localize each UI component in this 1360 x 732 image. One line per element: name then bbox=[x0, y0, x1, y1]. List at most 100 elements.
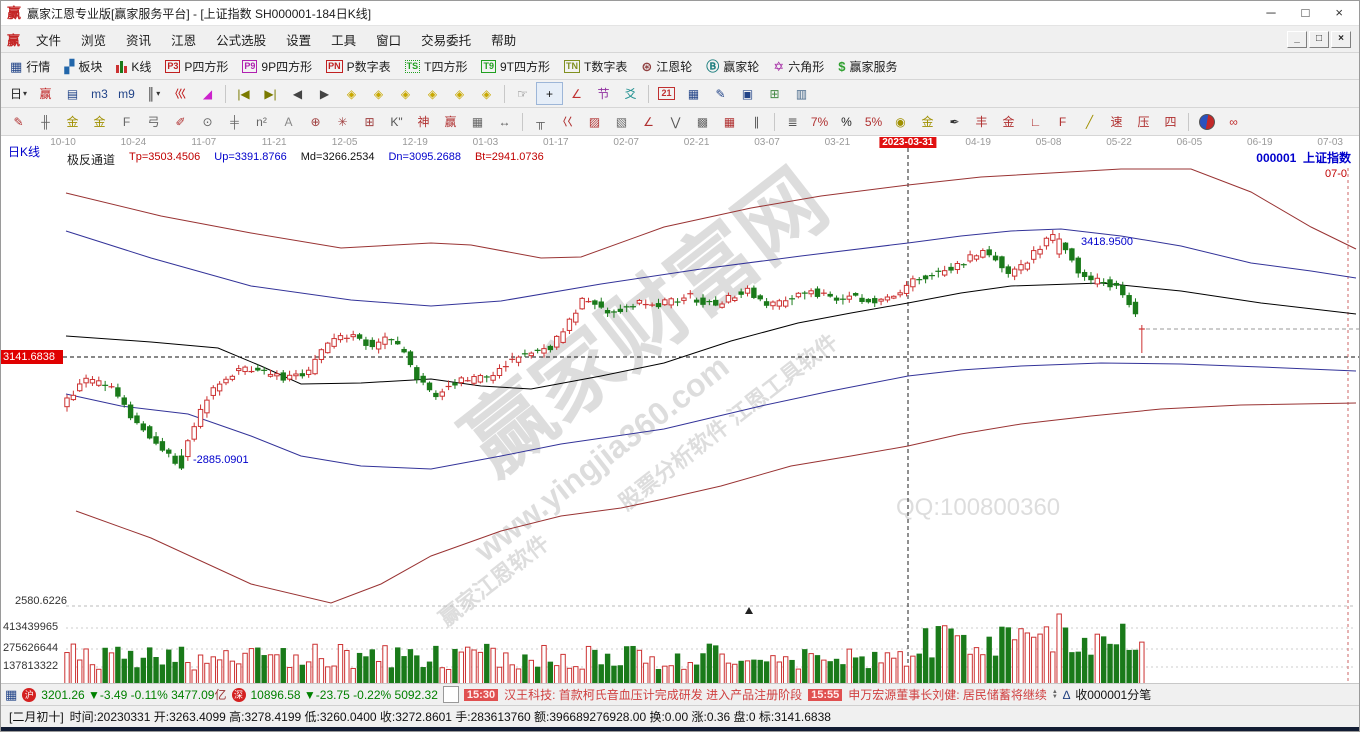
mdi-close-button[interactable]: × bbox=[1331, 30, 1351, 48]
menu-item-公式选股[interactable]: 公式选股 bbox=[216, 33, 267, 48]
balance-line-icon[interactable]: 丰 bbox=[968, 110, 995, 133]
wave-tool-icon[interactable]: 爻 bbox=[617, 82, 644, 105]
pen-tool-icon[interactable]: ✎ bbox=[5, 110, 32, 133]
pressure-line-icon[interactable]: 压 bbox=[1130, 110, 1157, 133]
pan-left-icon[interactable]: ◈ bbox=[338, 82, 365, 105]
memo-icon[interactable]: ✎ bbox=[707, 82, 734, 105]
red-brush-icon[interactable]: ✐ bbox=[167, 110, 194, 133]
last-page-icon[interactable]: ▶| bbox=[257, 82, 284, 105]
toolbar-winner-service-button[interactable]: $ 赢家服务 bbox=[833, 56, 904, 77]
sz-market-icon[interactable]: 深 bbox=[231, 687, 246, 702]
k-quote-icon[interactable]: K" bbox=[383, 110, 410, 133]
ruler-grid-icon[interactable]: ╪ bbox=[221, 110, 248, 133]
menu-item-江恩[interactable]: 江恩 bbox=[171, 33, 197, 48]
multi-chart-9-icon[interactable]: m9 bbox=[113, 82, 140, 105]
ray-angles-icon[interactable]: ∠ bbox=[635, 110, 662, 133]
gold-section-line-icon[interactable]: 金 bbox=[914, 110, 941, 133]
toolbar-gann-wheel-button[interactable]: ⊛ 江恩轮 bbox=[636, 56, 699, 77]
four-part-icon[interactable]: 四 bbox=[1157, 110, 1184, 133]
speed-resist-icon[interactable]: 速 bbox=[1103, 110, 1130, 133]
toolbar-hexagon-button[interactable]: ✡ 六角形 bbox=[768, 56, 831, 77]
sz-index-quote[interactable]: 10896.58 ▼-23.75 -0.22% 5092.32 bbox=[251, 688, 438, 702]
multi-chart-3-icon[interactable]: m3 bbox=[86, 82, 113, 105]
menu-item-帮助[interactable]: 帮助 bbox=[491, 33, 517, 48]
trend-histogram-icon[interactable]: ◢ bbox=[194, 82, 221, 105]
menu-item-窗口[interactable]: 窗口 bbox=[376, 33, 402, 48]
menu-item-工具[interactable]: 工具 bbox=[331, 33, 357, 48]
first-page-icon[interactable]: |◀ bbox=[230, 82, 257, 105]
f-grid-icon[interactable]: F bbox=[113, 110, 140, 133]
toolbar-p-number-table-button[interactable]: PN P数字表 bbox=[321, 56, 398, 77]
chart-canvas[interactable] bbox=[1, 136, 1359, 683]
close-button[interactable]: × bbox=[1335, 5, 1343, 20]
angle-measure-icon[interactable]: ∠ bbox=[563, 82, 590, 105]
pan-right-icon[interactable]: ◈ bbox=[365, 82, 392, 105]
taiji-icon[interactable] bbox=[1193, 110, 1220, 133]
hatch-box-b-icon[interactable]: ▧ bbox=[608, 110, 635, 133]
mdi-minimize-button[interactable]: _ bbox=[1287, 30, 1307, 48]
dense-grid-a-icon[interactable]: ▩ bbox=[689, 110, 716, 133]
hatch-box-a-icon[interactable]: ▨ bbox=[581, 110, 608, 133]
calendar-icon[interactable]: 21 bbox=[653, 82, 680, 105]
percent-7-icon[interactable]: 7% bbox=[806, 110, 833, 133]
news-item-text[interactable]: 汉王科技: 首款柯氏音血压计完成研发 进入产品注册阶段 bbox=[504, 688, 803, 702]
pattern-search-icon[interactable]: 巛 bbox=[167, 82, 194, 105]
zoom-in-x-icon[interactable]: ◈ bbox=[419, 82, 446, 105]
ink-brush-icon[interactable]: ✒ bbox=[941, 110, 968, 133]
stock-info-icon[interactable]: ▤ bbox=[59, 82, 86, 105]
save-icon[interactable]: ▣ bbox=[734, 82, 761, 105]
winner-mark-icon[interactable]: 赢 bbox=[32, 82, 59, 105]
status-splitter[interactable] bbox=[442, 686, 459, 703]
dense-grid-b-icon[interactable]: ▦ bbox=[716, 110, 743, 133]
menu-item-设置[interactable]: 设置 bbox=[286, 33, 312, 48]
angle-l-icon[interactable]: ∟ bbox=[1022, 110, 1049, 133]
expand-y-icon[interactable]: ◈ bbox=[473, 82, 500, 105]
percent-icon[interactable]: % bbox=[833, 110, 860, 133]
fan-lines-icon[interactable]: 巜 bbox=[554, 110, 581, 133]
menu-item-浏览[interactable]: 浏览 bbox=[81, 33, 107, 48]
angle-f-icon[interactable]: F bbox=[1049, 110, 1076, 133]
minimize-button[interactable]: ─ bbox=[1266, 5, 1276, 20]
v-line-icon[interactable]: ⋁ bbox=[662, 110, 689, 133]
zoom-out-x-icon[interactable]: ◈ bbox=[392, 82, 419, 105]
next-bar-icon[interactable]: ▶ bbox=[311, 82, 338, 105]
parallel-lines-icon[interactable]: ∥ bbox=[743, 110, 770, 133]
toolbar-p9-square-button[interactable]: P9 9P四方形 bbox=[237, 56, 319, 77]
compress-y-icon[interactable]: ◈ bbox=[446, 82, 473, 105]
menu-item-交易委托[interactable]: 交易委托 bbox=[421, 33, 472, 48]
percent-5-icon[interactable]: 5% bbox=[860, 110, 887, 133]
gann-grid-icon[interactable]: ╫ bbox=[32, 110, 59, 133]
gold-grid-b-icon[interactable]: 金 bbox=[86, 110, 113, 133]
sh-market-icon[interactable]: 沪 bbox=[22, 687, 37, 702]
gann-circle-icon[interactable]: ⊕ bbox=[302, 110, 329, 133]
a-channel-icon[interactable]: A bbox=[275, 110, 302, 133]
infinity-icon[interactable]: ∞ bbox=[1220, 110, 1247, 133]
tick-feed-label[interactable]: 收000001分笔 bbox=[1075, 688, 1152, 702]
width-measure-icon[interactable]: ↔ bbox=[491, 110, 518, 133]
sh-index-quote[interactable]: 3201.26 ▼-3.49 -0.11% 3477.09亿 bbox=[41, 686, 226, 703]
gann-wheel-icon[interactable]: ✳ bbox=[329, 110, 356, 133]
kline-style-dropdown[interactable]: 日 ▾ bbox=[5, 82, 32, 105]
menu-item-文件[interactable]: 文件 bbox=[36, 33, 62, 48]
toolbar-winner-wheel-button[interactable]: Ⓑ 赢家轮 bbox=[701, 56, 766, 77]
quote-board-icon[interactable]: ▦ bbox=[5, 686, 18, 702]
candle-width-dropdown[interactable]: ║ ▾ bbox=[140, 82, 167, 105]
chart-area[interactable]: 赢家财富网 赢家江恩软件 股票分析软件 江恩工具软件 www.yingjia36… bbox=[1, 136, 1359, 683]
n-square-icon[interactable]: n² bbox=[248, 110, 275, 133]
toolbar-t-square-button[interactable]: TS T四方形 bbox=[400, 56, 475, 77]
gold-grid-a-icon[interactable]: 金 bbox=[59, 110, 86, 133]
toolbar-t-number-table-button[interactable]: TN T数字表 bbox=[559, 56, 634, 77]
crosshair-tool-icon[interactable]: + bbox=[536, 82, 563, 105]
scale-steps-icon[interactable]: ≣ bbox=[779, 110, 806, 133]
ying-tool-icon[interactable]: 赢 bbox=[437, 110, 464, 133]
news-item-text[interactable]: 申万宏源董事长刘健: 居民储蓄将继续 bbox=[848, 688, 1047, 702]
menu-item-资讯[interactable]: 资讯 bbox=[126, 33, 152, 48]
gold-text-icon[interactable]: 金 bbox=[995, 110, 1022, 133]
speed-line-icon[interactable]: ╱ bbox=[1076, 110, 1103, 133]
export-icon[interactable]: ⊞ bbox=[761, 82, 788, 105]
square-wheel-icon[interactable]: ⊞ bbox=[356, 110, 383, 133]
restore-button[interactable]: □ bbox=[1301, 5, 1310, 20]
mdi-restore-button[interactable]: □ bbox=[1309, 30, 1329, 48]
toolbar-t9-square-button[interactable]: T9 9T四方形 bbox=[476, 56, 557, 77]
time-cycle-icon[interactable]: ⊙ bbox=[194, 110, 221, 133]
